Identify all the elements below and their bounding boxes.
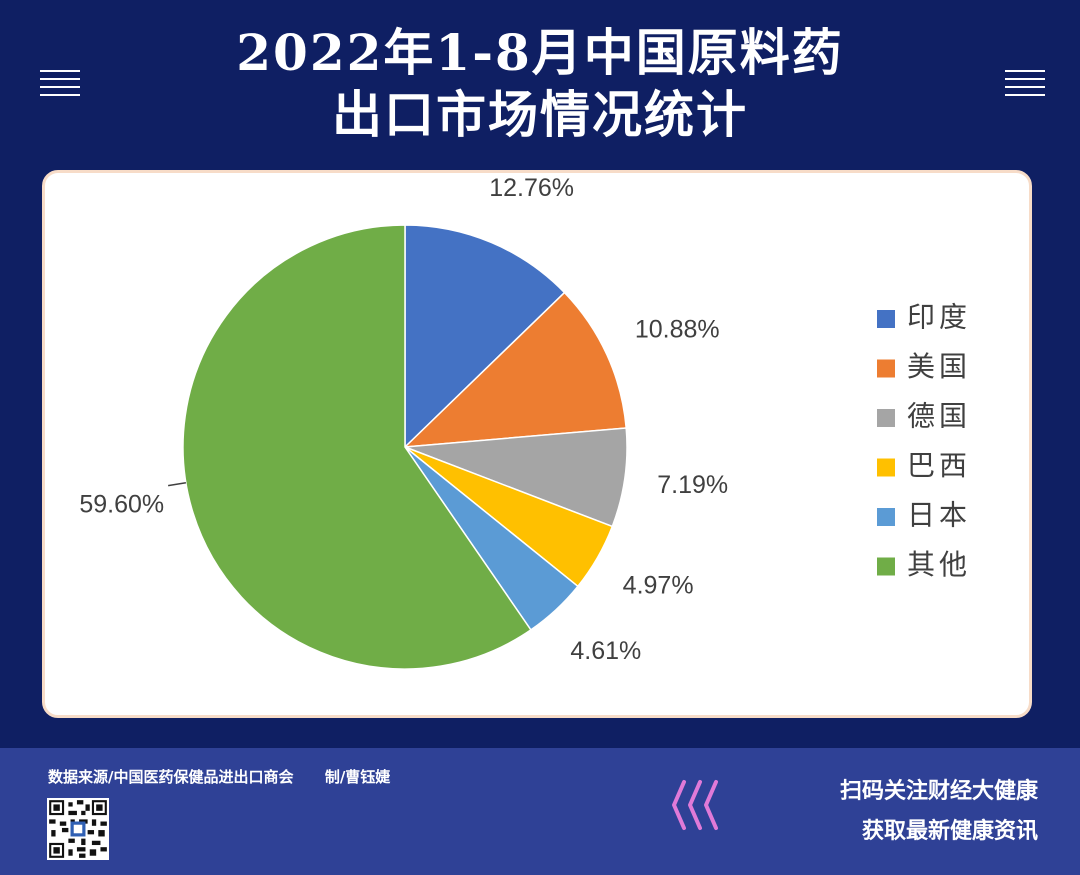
promo-text: 扫码关注财经大健康 获取最新健康资讯: [840, 772, 1038, 852]
pie-slice: [404, 224, 566, 449]
menu-icon: [40, 70, 80, 98]
pie-slice: [404, 427, 628, 528]
legend-swatch: [877, 409, 895, 427]
pie-chart: 12.76% 10.88% 7.19% 4.97% 4.61% 59.60% 印度美国德国巴…: [79, 174, 971, 670]
leader-line: [168, 482, 187, 487]
legend-label: 巴西: [907, 449, 971, 482]
legend-swatch: [877, 458, 895, 477]
title-line-2: 出口市场情况统计: [332, 85, 748, 144]
data-label: 7.19%: [657, 471, 728, 499]
data-source-credit: 数据来源/中国医药保健品进出口商会 制/曹钰婕: [48, 768, 391, 786]
data-label: 59.60%: [79, 490, 164, 518]
chevron-left-triple-icon: [672, 780, 718, 830]
menu-icon: [1005, 70, 1045, 98]
data-label: 4.61%: [570, 637, 641, 665]
legend-label: 美国: [907, 350, 971, 383]
data-label: 10.88%: [635, 316, 720, 344]
promo-line-1: 扫码关注财经大健康: [839, 779, 1038, 804]
pie-slice: [182, 224, 532, 670]
qr-code-icon[interactable]: [47, 798, 109, 860]
legend-swatch: [877, 508, 895, 526]
legend-label: 日本: [907, 499, 971, 532]
title-line-1: 2022年1-8月中国原料药: [236, 23, 844, 82]
legend-label: 印度: [907, 301, 971, 334]
footer: 数据来源/中国医药保健品进出口商会 制/曹钰婕 扫码关注财经大健康: [0, 748, 1080, 875]
data-label: 4.97%: [623, 571, 694, 599]
promo-line-2: 获取最新健康资讯: [861, 819, 1038, 844]
data-label: 12.76%: [489, 174, 574, 202]
chart-card: 12.76% 10.88% 7.19% 4.97% 4.61% 59.60% 印度美国德国巴…: [42, 170, 1032, 718]
legend-swatch: [877, 359, 895, 378]
page-title: 2022年1-8月中国原料药 出口市场情况统计: [0, 22, 1080, 146]
legend-swatch: [877, 310, 895, 328]
pie-slice: [402, 291, 627, 448]
legend-swatch: [877, 557, 895, 576]
legend-label: 其他: [907, 548, 971, 581]
legend-label: 德国: [907, 400, 971, 433]
